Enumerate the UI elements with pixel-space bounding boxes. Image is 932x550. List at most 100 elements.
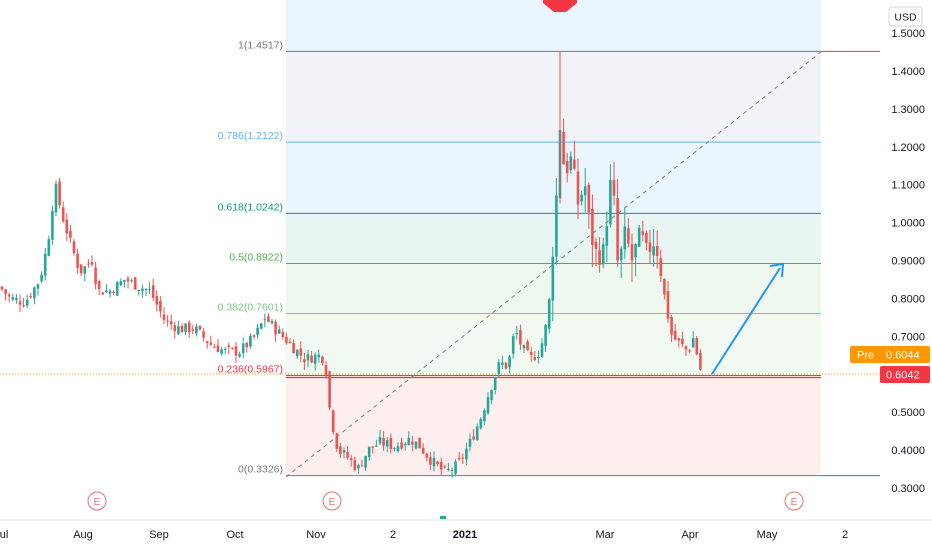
- candle-body: [97, 281, 101, 290]
- fib-trendline[interactable]: [285, 51, 822, 478]
- candle: [375, 439, 378, 447]
- candle: [263, 313, 267, 328]
- candle: [285, 332, 288, 345]
- candle-body: [522, 345, 526, 349]
- candle-body: [605, 226, 609, 246]
- candle: [457, 452, 461, 461]
- dividend-marker-icon: [440, 516, 446, 519]
- candle: [684, 345, 688, 356]
- candle: [144, 288, 148, 297]
- candle-body: [393, 447, 396, 449]
- projection-arrow[interactable]: [711, 262, 785, 375]
- candle: [515, 325, 519, 340]
- candle: [393, 447, 396, 452]
- candle-body: [457, 457, 461, 460]
- candle-body: [105, 290, 108, 293]
- top-marker-icon[interactable]: [543, 0, 577, 12]
- candle-body: [648, 242, 652, 253]
- candle: [18, 294, 22, 312]
- candle-body: [583, 186, 587, 196]
- candle-body: [508, 356, 511, 368]
- candle-body: [263, 319, 267, 321]
- candle: [166, 314, 169, 327]
- candle-body: [216, 345, 220, 353]
- candle: [173, 321, 177, 339]
- candle-body: [65, 219, 69, 234]
- candle: [65, 213, 69, 241]
- candle: [43, 247, 47, 281]
- candle: [587, 182, 591, 229]
- candle-body: [663, 278, 666, 295]
- candle: [123, 280, 126, 288]
- candle: [691, 330, 695, 348]
- time-axis[interactable]: ul Aug Sep Oct Nov 2 2021 Mar Apr May 2: [0, 529, 848, 541]
- time-tick: Oct: [226, 529, 243, 541]
- price-axis[interactable]: [880, 0, 932, 520]
- earnings-marker[interactable]: E: [87, 491, 107, 511]
- last-price-value: 0.6042: [886, 370, 920, 382]
- candle: [339, 442, 342, 458]
- candle: [583, 167, 587, 213]
- candle: [673, 324, 677, 341]
- candle-body: [612, 179, 616, 196]
- candle: [418, 437, 421, 449]
- candle-body: [72, 241, 76, 254]
- currency-button[interactable]: USD: [888, 6, 923, 27]
- candle-body: [7, 294, 11, 297]
- candle: [137, 289, 141, 296]
- earnings-marker[interactable]: E: [322, 491, 342, 511]
- candle: [526, 339, 529, 351]
- candle-body: [367, 446, 371, 458]
- price-tick: 1.0000: [891, 218, 925, 230]
- candle-body: [659, 258, 663, 277]
- price-tick: 1.2000: [891, 142, 925, 154]
- candle: [450, 467, 454, 478]
- candle: [328, 370, 331, 411]
- candle: [133, 276, 137, 290]
- candle: [598, 236, 601, 273]
- fib-level-label: 0(0.3326): [238, 464, 283, 476]
- candle: [79, 264, 83, 277]
- candle-body: [324, 365, 328, 375]
- candle: [256, 323, 259, 339]
- candle: [130, 278, 133, 284]
- fib-zone: [286, 313, 821, 376]
- candle-body: [634, 244, 637, 258]
- candle-body: [36, 284, 40, 289]
- time-tick: 2: [842, 529, 848, 541]
- candle-body: [54, 183, 58, 213]
- candle-body: [432, 458, 436, 467]
- candle-body: [195, 326, 198, 334]
- candle-body: [403, 444, 407, 446]
- candle: [529, 346, 533, 362]
- candle: [115, 280, 119, 296]
- time-tick: Aug: [73, 529, 93, 541]
- candle: [479, 417, 483, 430]
- candle: [331, 409, 335, 435]
- candle: [400, 437, 403, 451]
- candle-body: [137, 290, 141, 292]
- earnings-label: E: [329, 497, 336, 508]
- candle: [148, 281, 151, 295]
- currency-label: USD: [894, 12, 917, 24]
- candle-body: [234, 346, 238, 356]
- candle: [220, 346, 223, 356]
- candle: [353, 456, 357, 472]
- candle-body: [425, 453, 429, 458]
- candle: [87, 259, 90, 268]
- candle-body: [130, 280, 133, 282]
- candle-body: [133, 277, 137, 290]
- candle-body: [655, 245, 659, 257]
- candle-body: [61, 207, 65, 222]
- candle-body: [187, 322, 191, 333]
- candle: [562, 118, 565, 165]
- candle-body: [245, 342, 249, 348]
- candle-body: [468, 438, 472, 447]
- candle: [303, 352, 306, 370]
- candle-body: [461, 457, 465, 459]
- earnings-marker[interactable]: E: [784, 491, 804, 511]
- candle-body: [83, 266, 87, 274]
- candle: [249, 333, 252, 349]
- candle-body: [29, 296, 33, 298]
